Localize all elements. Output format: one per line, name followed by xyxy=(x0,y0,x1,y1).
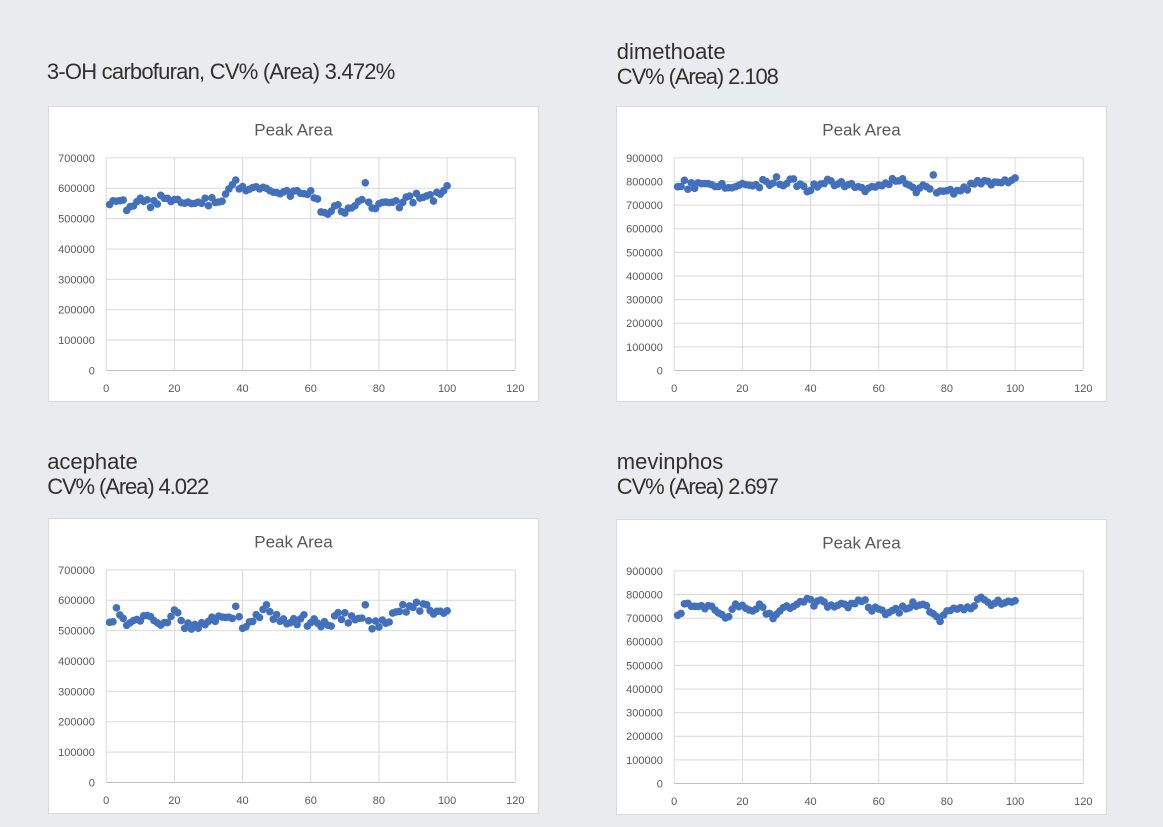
svg-text:100: 100 xyxy=(1006,795,1024,807)
svg-text:120: 120 xyxy=(506,795,524,807)
svg-text:100: 100 xyxy=(438,795,456,807)
svg-text:80: 80 xyxy=(372,383,384,395)
svg-text:60: 60 xyxy=(873,795,885,807)
svg-text:60: 60 xyxy=(304,383,316,395)
svg-text:500000: 500000 xyxy=(626,248,663,260)
svg-text:40: 40 xyxy=(804,795,816,807)
svg-text:100000: 100000 xyxy=(58,335,95,347)
svg-text:700000: 700000 xyxy=(58,565,95,577)
svg-text:800000: 800000 xyxy=(626,589,663,601)
svg-text:20: 20 xyxy=(736,383,748,395)
svg-text:0: 0 xyxy=(88,778,94,790)
svg-text:100: 100 xyxy=(438,383,456,395)
svg-text:Peak Area: Peak Area xyxy=(822,121,901,140)
svg-text:700000: 700000 xyxy=(58,153,95,165)
svg-text:60: 60 xyxy=(872,383,884,395)
svg-text:120: 120 xyxy=(1074,383,1092,395)
svg-text:40: 40 xyxy=(804,383,816,395)
svg-text:20: 20 xyxy=(736,795,748,807)
svg-text:600000: 600000 xyxy=(58,183,95,195)
svg-text:Peak Area: Peak Area xyxy=(254,533,333,552)
svg-text:400000: 400000 xyxy=(626,684,663,696)
svg-text:40: 40 xyxy=(236,383,248,395)
svg-text:120: 120 xyxy=(506,383,524,395)
svg-text:0: 0 xyxy=(671,795,677,807)
svg-text:900000: 900000 xyxy=(626,565,663,577)
svg-text:80: 80 xyxy=(941,795,953,807)
svg-text:300000: 300000 xyxy=(626,295,663,307)
svg-text:700000: 700000 xyxy=(626,613,663,625)
svg-text:400000: 400000 xyxy=(58,244,95,256)
svg-text:40: 40 xyxy=(236,795,248,807)
svg-text:200000: 200000 xyxy=(626,731,663,743)
svg-text:900000: 900000 xyxy=(626,153,663,165)
svg-text:600000: 600000 xyxy=(626,636,663,648)
svg-text:80: 80 xyxy=(940,383,952,395)
svg-text:Peak Area: Peak Area xyxy=(254,120,333,139)
svg-text:300000: 300000 xyxy=(626,707,663,719)
svg-text:600000: 600000 xyxy=(58,596,95,608)
svg-text:800000: 800000 xyxy=(626,177,663,189)
svg-text:Peak Area: Peak Area xyxy=(822,533,901,552)
svg-text:0: 0 xyxy=(656,366,662,378)
svg-text:100: 100 xyxy=(1005,383,1023,395)
svg-text:500000: 500000 xyxy=(58,213,95,225)
svg-text:20: 20 xyxy=(168,795,180,807)
svg-text:200000: 200000 xyxy=(58,304,95,316)
svg-text:700000: 700000 xyxy=(626,200,663,212)
svg-text:80: 80 xyxy=(372,795,384,807)
svg-text:200000: 200000 xyxy=(58,717,95,729)
svg-text:300000: 300000 xyxy=(58,274,95,286)
svg-text:500000: 500000 xyxy=(626,660,663,672)
svg-text:100000: 100000 xyxy=(58,747,95,759)
svg-text:400000: 400000 xyxy=(626,271,663,283)
svg-text:60: 60 xyxy=(304,795,316,807)
svg-text:0: 0 xyxy=(103,795,109,807)
svg-text:200000: 200000 xyxy=(626,319,663,331)
svg-text:500000: 500000 xyxy=(58,626,95,638)
svg-text:0: 0 xyxy=(657,778,663,790)
svg-text:0: 0 xyxy=(671,383,677,395)
svg-text:120: 120 xyxy=(1074,795,1092,807)
svg-text:400000: 400000 xyxy=(58,656,95,668)
svg-text:100000: 100000 xyxy=(626,342,663,354)
svg-text:300000: 300000 xyxy=(58,687,95,699)
svg-text:0: 0 xyxy=(103,383,109,395)
svg-text:600000: 600000 xyxy=(626,224,663,236)
svg-text:0: 0 xyxy=(88,365,94,377)
svg-text:20: 20 xyxy=(168,383,180,395)
svg-text:100000: 100000 xyxy=(626,754,663,766)
